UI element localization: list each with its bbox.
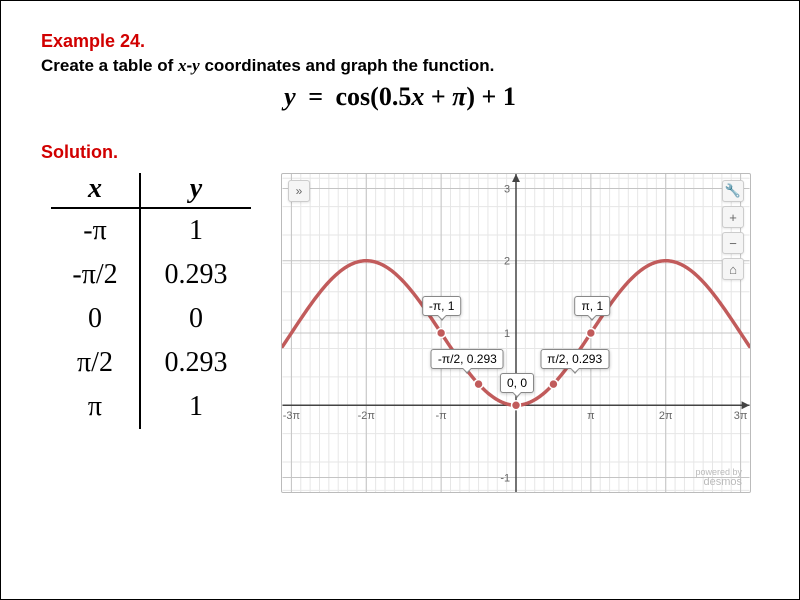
table-cell: -π — [51, 209, 141, 253]
settings-button[interactable]: 🔧 — [722, 180, 744, 202]
zoom-out-button[interactable]: − — [722, 232, 744, 254]
eq-lhs: y — [284, 82, 296, 111]
svg-text:-3π: -3π — [283, 410, 301, 422]
svg-text:3: 3 — [504, 183, 510, 195]
equation: y = cos(0.5x + π) + 1 — [41, 82, 759, 112]
svg-text:π: π — [587, 410, 595, 422]
table-cell: 0.293 — [141, 253, 251, 297]
svg-text:1: 1 — [504, 328, 510, 340]
label-pointer — [587, 314, 597, 319]
label-pointer — [570, 367, 580, 372]
label-pointer — [462, 367, 472, 372]
tool-column: 🔧 + − ⌂ — [722, 180, 744, 280]
watermark-line2: desmos — [695, 477, 742, 488]
table-cell: -π/2 — [51, 253, 141, 297]
table-cell: 0 — [51, 297, 141, 341]
svg-text:-2π: -2π — [358, 410, 376, 422]
svg-text:3π: 3π — [734, 410, 748, 422]
point-label: 0, 0 — [500, 373, 534, 393]
table-header-x: x — [51, 173, 141, 209]
collapse-button[interactable]: » — [288, 180, 310, 202]
solution-title: Solution. — [41, 142, 759, 163]
watermark: powered by desmos — [695, 468, 742, 488]
label-pointer — [437, 314, 447, 319]
point-label: -π/2, 0.293 — [431, 349, 504, 369]
svg-text:2π: 2π — [659, 410, 673, 422]
home-button[interactable]: ⌂ — [722, 258, 744, 280]
var-x: x — [178, 56, 187, 75]
graph-svg: -3π -2π -π π 2π 3π -1 1 2 3 — [282, 174, 750, 492]
instruction-pre: Create a table of — [41, 56, 178, 75]
table-cell: 1 — [141, 385, 251, 429]
point-label: -π, 1 — [422, 296, 462, 316]
xy-table: x y -π 1 -π/2 0.293 0 0 π/2 0.293 π 1 — [51, 173, 251, 429]
svg-text:-1: -1 — [500, 473, 510, 485]
graph-panel: -3π -2π -π π 2π 3π -1 1 2 3 » 🔧 + − ⌂ -π, 1 π, 1 -π… — [281, 173, 751, 493]
table-cell: 1 — [141, 209, 251, 253]
table-cell: π — [51, 385, 141, 429]
var-y: y — [192, 56, 200, 75]
instruction-text: Create a table of x-y coordinates and gr… — [41, 56, 759, 76]
table-cell: 0.293 — [141, 341, 251, 385]
table-cell: π/2 — [51, 341, 141, 385]
table-cell: 0 — [141, 297, 251, 341]
table-header-y: y — [141, 173, 251, 209]
eq-rhs: cos(0.5x + π) + 1 — [336, 82, 516, 111]
point-label: π/2, 0.293 — [540, 349, 609, 369]
eq-equals: = — [302, 82, 329, 111]
example-title: Example 24. — [41, 31, 759, 52]
point-label: π, 1 — [575, 296, 611, 316]
instruction-post: coordinates and graph the function. — [200, 56, 495, 75]
label-pointer — [512, 391, 522, 396]
zoom-in-button[interactable]: + — [722, 206, 744, 228]
svg-text:2: 2 — [504, 256, 510, 268]
svg-text:-π: -π — [436, 410, 448, 422]
